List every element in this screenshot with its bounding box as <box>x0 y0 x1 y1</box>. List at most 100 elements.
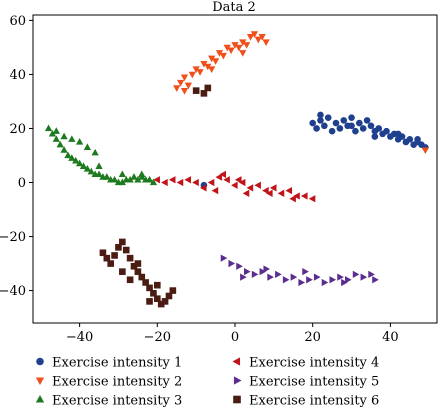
chart-title: Data 2 <box>212 0 256 15</box>
data-point <box>341 278 348 287</box>
data-point <box>87 167 95 175</box>
data-point <box>204 63 212 71</box>
data-point <box>161 178 168 187</box>
axis-ticks: −40 −20 0 20 40 −40 −20 0 20 40 60 <box>0 14 399 345</box>
data-point <box>228 259 236 268</box>
data-point <box>115 244 122 251</box>
data-point <box>372 276 379 284</box>
data-point <box>176 79 185 87</box>
data-point <box>176 178 184 187</box>
data-point <box>60 132 68 140</box>
series-6 <box>99 84 212 308</box>
series-4 <box>153 170 316 203</box>
series-3 <box>44 124 158 186</box>
data-point <box>149 178 158 186</box>
x-tick-label: −20 <box>144 330 171 345</box>
series-1 <box>200 111 429 189</box>
data-point <box>368 270 375 278</box>
data-point <box>269 184 277 192</box>
data-point <box>239 50 247 57</box>
data-point <box>79 162 88 169</box>
data-point <box>64 151 72 159</box>
data-point <box>258 33 266 41</box>
data-point <box>192 87 200 94</box>
data-point <box>321 278 329 287</box>
data-point <box>313 273 321 281</box>
data-point <box>254 181 261 189</box>
data-point <box>302 268 309 276</box>
data-point <box>192 66 200 73</box>
data-point <box>360 273 368 281</box>
data-point <box>243 42 251 49</box>
data-point <box>52 135 60 142</box>
data-point <box>211 58 220 65</box>
legend-marker <box>233 395 241 404</box>
data-point <box>332 119 340 127</box>
data-point <box>244 268 251 276</box>
x-tick-label: 40 <box>382 330 399 345</box>
data-point <box>99 249 107 257</box>
data-point <box>246 33 255 41</box>
data-point <box>236 262 243 270</box>
data-point <box>173 85 181 92</box>
legend-marker <box>233 376 242 385</box>
data-point <box>231 42 239 49</box>
data-point <box>119 238 126 246</box>
data-point <box>219 52 227 60</box>
data-point <box>328 127 336 135</box>
data-point <box>290 273 298 281</box>
data-point <box>146 284 153 292</box>
data-point <box>68 135 76 142</box>
data-point <box>345 276 352 284</box>
data-point <box>146 298 153 305</box>
data-point <box>122 246 130 254</box>
data-point <box>153 176 160 184</box>
data-point <box>352 127 359 135</box>
data-point <box>83 143 92 151</box>
data-point <box>254 36 262 44</box>
data-point <box>223 44 231 52</box>
data-point <box>126 175 134 183</box>
data-point <box>266 189 273 197</box>
data-point <box>118 178 126 186</box>
data-point <box>367 122 375 130</box>
legend-label: Exercise intensity 2 <box>52 375 182 390</box>
data-point <box>313 125 320 132</box>
legend-label: Exercise intensity 6 <box>249 394 379 409</box>
data-point <box>52 127 60 134</box>
data-point <box>234 176 242 184</box>
data-point <box>168 176 176 184</box>
legend-label: Exercise intensity 5 <box>249 375 379 390</box>
data-point <box>200 60 208 68</box>
data-point <box>192 178 199 187</box>
data-point <box>134 175 142 183</box>
y-tick-label: 20 <box>9 122 26 137</box>
data-point <box>348 114 355 121</box>
data-point <box>199 184 207 192</box>
data-point <box>103 254 111 262</box>
data-point <box>337 273 344 281</box>
data-point <box>165 292 173 300</box>
data-point <box>142 279 149 286</box>
data-point <box>72 156 80 164</box>
data-point <box>352 270 360 278</box>
y-tick-label: −40 <box>0 284 26 299</box>
data-point <box>317 111 324 119</box>
data-point <box>246 184 254 192</box>
data-point <box>240 273 247 281</box>
data-point <box>184 82 193 90</box>
data-point <box>359 125 367 132</box>
data-point <box>250 31 259 38</box>
data-point <box>204 84 212 92</box>
data-point <box>259 268 267 276</box>
data-point <box>394 130 402 138</box>
data-point <box>138 170 146 178</box>
legend-marker <box>35 377 45 386</box>
data-point <box>138 273 146 281</box>
data-point <box>348 122 355 130</box>
data-point <box>208 55 216 63</box>
data-point <box>154 295 161 302</box>
data-point <box>227 47 235 55</box>
data-point <box>60 146 68 153</box>
